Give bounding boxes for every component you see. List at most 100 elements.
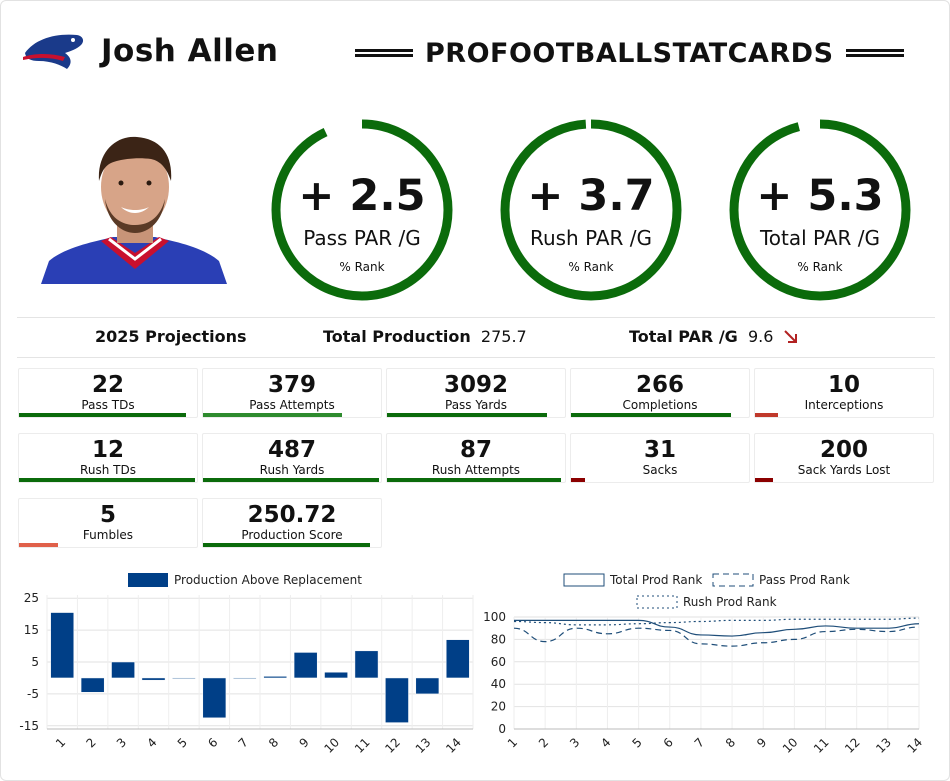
- legend-swatch: [636, 595, 678, 609]
- total-par-value: 9.6: [747, 327, 774, 346]
- stat-value: 266: [635, 372, 684, 398]
- x-tick-label: 12: [842, 735, 863, 756]
- stat-bar: [19, 543, 59, 547]
- stat-label: Production Score: [241, 528, 343, 542]
- stat-bar: [387, 478, 562, 482]
- x-tick-label: 4: [144, 735, 159, 750]
- stat-bar: [755, 413, 779, 417]
- stat-label: Sacks: [642, 463, 678, 477]
- stat-tile-fumbles: 5 Fumbles: [18, 498, 198, 548]
- y-tick-label: 60: [491, 655, 506, 669]
- gauge-total-par-ring: [729, 119, 911, 301]
- x-tick-label: 6: [661, 735, 676, 750]
- stat-value: 250.72: [247, 502, 337, 528]
- stat-tile-rush-tds: 12 Rush TDs: [18, 433, 198, 483]
- arrow-down-right-icon: [784, 330, 797, 343]
- gauge-pass-par-rank-label: % Rank: [339, 260, 385, 274]
- y-tick-label: 40: [491, 677, 506, 691]
- gauge-total-par-rank-label: % Rank: [797, 260, 843, 274]
- gauge-pass-par-label: Pass PAR /G: [303, 226, 421, 250]
- brand-name: PROFOOTBALLSTATCARDS: [425, 37, 834, 69]
- series-line-dotted: [513, 617, 920, 626]
- stat-tile-pass-attempts: 379 Pass Attempts: [202, 368, 382, 418]
- legend-swatch: [712, 573, 754, 587]
- total-production-value: 275.7: [480, 327, 527, 346]
- stat-tile-rush-yards: 487 Rush Yards: [202, 433, 382, 483]
- gauge-total-par-value: + 5.3: [756, 171, 884, 221]
- brand-divider-left: [355, 49, 413, 57]
- stat-bar: [19, 478, 196, 482]
- bar: [445, 639, 470, 679]
- bar: [293, 652, 318, 679]
- stat-value: 87: [459, 437, 492, 463]
- stat-label: Fumbles: [82, 528, 134, 542]
- gauge-pass-par-value: + 2.5: [298, 171, 426, 221]
- x-tick-label: 9: [754, 735, 769, 750]
- x-tick-label: 14: [904, 735, 925, 756]
- stat-label: Sack Yards Lost: [797, 463, 891, 477]
- stat-tile-production-score: 250.72 Production Score: [202, 498, 382, 548]
- y-tick-label: 20: [491, 700, 506, 714]
- x-tick-label: 8: [723, 735, 738, 750]
- gauge-total-par-label: Total PAR /G: [759, 226, 881, 250]
- x-tick-label: 11: [352, 735, 373, 756]
- bills-logo-icon: [23, 34, 84, 69]
- stat-value: 5: [99, 502, 116, 528]
- x-tick-label: 13: [873, 735, 894, 756]
- divider-top: [17, 317, 935, 318]
- stat-tile-completions: 266 Completions: [570, 368, 750, 418]
- x-tick-label: 1: [53, 735, 68, 750]
- y-tick-label: 15: [24, 623, 39, 637]
- brand-banner: PROFOOTBALLSTATCARDS: [355, 35, 904, 71]
- bar: [354, 650, 379, 679]
- legend-label: Rush Prod Rank: [683, 595, 777, 609]
- gauge-rush-par-label: Rush PAR /G: [529, 226, 653, 250]
- bar: [263, 676, 288, 679]
- x-tick-label: 13: [413, 735, 434, 756]
- stat-bar: [387, 413, 548, 417]
- total-production: Total Production 275.7: [323, 327, 527, 346]
- x-tick-label: 14: [443, 735, 464, 756]
- player-name: Josh Allen: [101, 33, 279, 69]
- bar: [80, 677, 105, 693]
- stat-tile-sacks: 31 Sacks: [570, 433, 750, 483]
- y-tick-label: 25: [24, 591, 39, 605]
- x-tick-label: 7: [692, 735, 707, 750]
- stat-label: Rush Yards: [259, 463, 325, 477]
- bar: [385, 677, 409, 723]
- bar: [141, 677, 166, 681]
- gauge-rush-par-value: + 3.7: [527, 171, 655, 221]
- bar: [111, 661, 135, 679]
- legend-swatch: [563, 573, 605, 587]
- x-tick-label: 5: [629, 735, 644, 750]
- stat-label: Rush TDs: [80, 463, 136, 477]
- x-tick-label: 1: [505, 735, 520, 750]
- gauge-rush-par-rank-label: % Rank: [568, 260, 614, 274]
- x-tick-label: 7: [236, 735, 251, 750]
- bar: [50, 612, 75, 679]
- stat-value: 487: [267, 437, 316, 463]
- stat-bar: [571, 478, 586, 482]
- y-tick-label: 100: [483, 610, 506, 624]
- legend-swatch: [128, 573, 168, 587]
- legend-label: Pass Prod Rank: [759, 573, 850, 587]
- stat-label: Rush Attempts: [431, 463, 521, 477]
- gauge-rush-par-ring: [500, 119, 682, 301]
- brand-divider-right: [845, 49, 904, 57]
- stat-value: 31: [643, 437, 676, 463]
- divider-bottom: [17, 357, 935, 358]
- stat-value: 3092: [443, 372, 508, 398]
- bar: [202, 677, 227, 719]
- bar: [415, 677, 440, 695]
- stat-bar: [203, 413, 342, 417]
- x-tick-label: 2: [83, 735, 98, 750]
- x-tick-label: 4: [598, 735, 613, 750]
- bar: [232, 677, 257, 680]
- stat-tile-sack-yards-lost: 200 Sack Yards Lost: [754, 433, 934, 483]
- x-tick-label: 10: [780, 735, 801, 756]
- stat-tile-rush-attempts: 87 Rush Attempts: [386, 433, 566, 483]
- stat-value: 379: [267, 372, 316, 398]
- y-tick-label: 0: [498, 722, 506, 736]
